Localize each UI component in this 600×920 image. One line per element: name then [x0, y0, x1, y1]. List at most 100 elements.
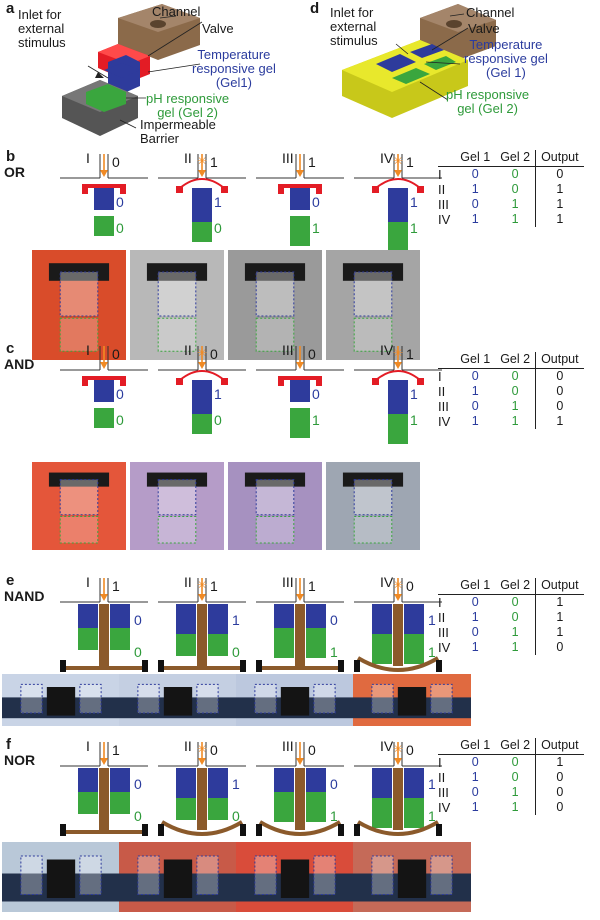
- panel-a-inlet-label: Inlet for external stimulus: [18, 7, 66, 50]
- table-cell: 1: [511, 640, 519, 654]
- state-I-photo: [32, 250, 126, 360]
- table-corner: [438, 738, 456, 755]
- svg-text:✳: ✳: [393, 578, 403, 592]
- table-row-label: III: [438, 625, 449, 640]
- table-cell: 1: [511, 800, 519, 814]
- panel-a-diagram: [62, 4, 203, 136]
- gel1-state-value: 1: [428, 612, 436, 628]
- gel1-state-value: 0: [312, 386, 320, 402]
- table-cell: 0: [511, 167, 519, 181]
- state-output-value: 1: [406, 154, 414, 170]
- table-cell: 1: [535, 610, 584, 625]
- state-label: IV: [380, 738, 394, 754]
- table-cell: 0: [535, 384, 584, 399]
- table-cell: 1: [535, 625, 584, 640]
- table-header: Gel 1: [455, 578, 496, 595]
- table-row-label: III: [438, 785, 449, 800]
- truth-table-or: Gel 1 Gel 2 Output I 0 0 0 II 1 0 1 III 0 1 1 IV 1 1 1: [438, 150, 584, 227]
- table-cell: 0: [511, 384, 519, 398]
- table-corner: [438, 352, 456, 369]
- state-output-value: 0: [112, 346, 120, 362]
- table-cell: 1: [471, 212, 479, 226]
- table-row: II 1 0 0: [438, 384, 584, 399]
- gel2-state-value: 0: [116, 412, 124, 428]
- panel-e-letter: e: [6, 572, 15, 589]
- state-II-photo: [130, 250, 224, 360]
- table-row: II 1 0 0: [438, 770, 584, 785]
- gel1-state-value: 1: [232, 612, 240, 628]
- state-output-value: 0: [308, 346, 316, 362]
- gel2-state-value: 1: [410, 412, 418, 428]
- table-cell: 1: [535, 212, 584, 227]
- gel1-state-value: 1: [410, 386, 418, 402]
- table-header: Gel 2: [495, 578, 536, 595]
- table-corner: [438, 578, 456, 595]
- state-output-value: 0: [112, 154, 120, 170]
- table-row: IV 1 1 0: [438, 800, 584, 815]
- gel2-state-value: 1: [410, 220, 418, 236]
- table-cell: 1: [471, 414, 479, 428]
- state-II-photo: [119, 842, 237, 912]
- state-output-value: 0: [210, 346, 218, 362]
- table-header: Gel 2: [495, 150, 536, 167]
- gel2-state-value: 0: [134, 808, 142, 824]
- gel2-block: [86, 84, 126, 112]
- table-row-label: I: [438, 167, 442, 182]
- state-label: I: [86, 738, 90, 754]
- svg-text:✳: ✳: [197, 154, 207, 168]
- svg-text:✳: ✳: [197, 578, 207, 592]
- state-label: III: [282, 342, 294, 358]
- panel-d-ph-gel-label: pH responsive gel (Gel 2): [446, 87, 530, 116]
- svg-text:✳: ✳: [197, 346, 207, 360]
- table-cell: 1: [511, 197, 519, 211]
- gel2-state-value: 1: [330, 808, 338, 824]
- gate-nand-label: NAND: [4, 588, 45, 604]
- state-label: III: [282, 738, 294, 754]
- state-IV-photo: [326, 462, 420, 550]
- panel-a-channel-label: Channel: [152, 4, 201, 19]
- state-III-schematic: [256, 578, 344, 672]
- state-output-value: 1: [112, 742, 120, 758]
- table-cell: 1: [471, 770, 479, 784]
- state-label: I: [86, 574, 90, 590]
- state-III-photo: [236, 674, 354, 726]
- table-row-label: II: [438, 610, 446, 625]
- state-output-value: 0: [308, 742, 316, 758]
- gel2-state-value: 1: [428, 644, 436, 660]
- table-cell: 0: [535, 785, 584, 800]
- table-corner: [438, 150, 456, 167]
- state-I-schematic: [60, 578, 148, 672]
- table-row: I 0 0 0: [438, 166, 584, 182]
- table-cell: 1: [511, 414, 519, 428]
- table-cell: 0: [511, 755, 519, 769]
- table-row-label: IV: [438, 212, 451, 227]
- state-label: III: [282, 150, 294, 166]
- state-label: II: [184, 342, 192, 358]
- state-label: II: [184, 150, 192, 166]
- gel1-state-value: 0: [330, 776, 338, 792]
- truth-table-and: Gel 1 Gel 2 Output I 0 0 0 II 1 0 0 III 0 1 0 IV 1 1 1: [438, 352, 584, 429]
- gel1-state-value: 1: [428, 776, 436, 792]
- table-cell: 1: [535, 754, 584, 770]
- panel-d-letter: d: [310, 0, 320, 17]
- table-row-label: II: [438, 182, 446, 197]
- svg-text:✳: ✳: [393, 742, 403, 756]
- panel-f-letter: f: [6, 736, 11, 753]
- state-output-value: 0: [210, 742, 218, 758]
- table-cell: 0: [511, 182, 519, 196]
- state-III-schematic: [256, 346, 344, 438]
- gel1-state-value: 1: [232, 776, 240, 792]
- state-output-value: 0: [406, 742, 414, 758]
- table-cell: 0: [471, 755, 479, 769]
- table-cell: 0: [471, 625, 479, 639]
- panel-a-letter: a: [6, 0, 15, 17]
- state-III-photo: [236, 842, 354, 912]
- table-cell: 0: [535, 166, 584, 182]
- svg-text:✳: ✳: [393, 346, 403, 360]
- state-output-value: 1: [210, 154, 218, 170]
- gel1-state-value: 0: [116, 194, 124, 210]
- table-cell: 0: [511, 595, 519, 609]
- state-III-schematic: [256, 154, 344, 246]
- state-II-schematic: ✳: [158, 154, 246, 242]
- state-III-photo: [228, 462, 322, 550]
